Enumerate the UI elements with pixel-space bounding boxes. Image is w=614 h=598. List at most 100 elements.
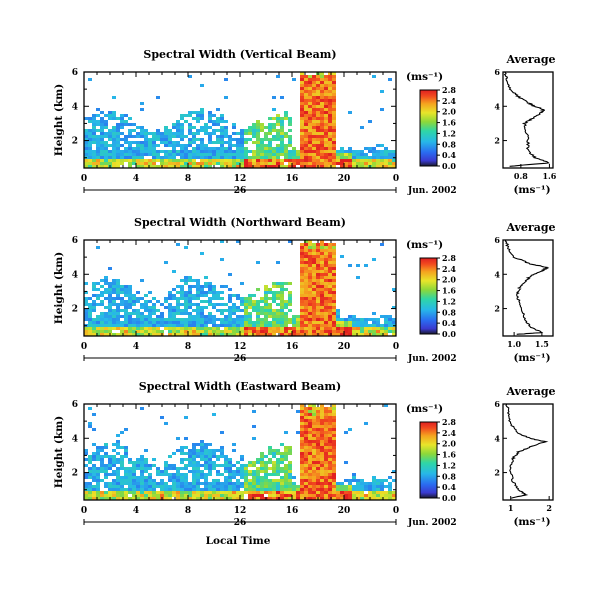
heatmap-cell	[300, 437, 304, 440]
heatmap-cell	[364, 159, 368, 162]
heatmap-cell	[176, 150, 180, 153]
heatmap-cell	[328, 419, 332, 422]
heatmap-cell	[312, 330, 316, 333]
heatmap-cell	[356, 153, 360, 156]
x-tick-label: 8	[185, 506, 191, 516]
heatmap-cell	[156, 494, 160, 497]
heatmap-cell	[308, 150, 312, 153]
heatmap-cell	[248, 126, 252, 129]
heatmap-cell	[320, 276, 324, 279]
heatmap-cell	[124, 467, 128, 470]
heatmap-cell	[212, 123, 216, 126]
panel-title: Spectral Width (Northward Beam)	[134, 216, 346, 229]
heatmap-cell	[256, 306, 260, 309]
heatmap-cell	[256, 497, 260, 500]
heatmap-cell	[244, 138, 248, 141]
heatmap-cell	[232, 150, 236, 153]
heatmap-cell	[96, 458, 100, 461]
heatmap-cell	[308, 78, 312, 81]
heatmap-cell	[384, 327, 388, 330]
heatmap-cell	[300, 288, 304, 291]
heatmap-cell	[364, 324, 368, 327]
heatmap-cell	[256, 476, 260, 479]
heatmap-cell	[124, 482, 128, 485]
heatmap-cell	[196, 297, 200, 300]
heatmap-cell	[136, 147, 140, 150]
heatmap-cell	[216, 150, 220, 153]
heatmap-cell	[164, 129, 168, 132]
heatmap-cell	[120, 285, 124, 288]
heatmap-cell	[368, 494, 372, 497]
heatmap-cell	[228, 467, 232, 470]
heatmap-cell	[276, 461, 280, 464]
heatmap-cell	[104, 470, 108, 473]
heatmap-cell	[88, 147, 92, 150]
heatmap-cell	[116, 446, 120, 449]
heatmap-cell	[104, 473, 108, 476]
heatmap-cell	[252, 333, 256, 336]
heatmap-cell	[220, 312, 224, 315]
heatmap-cell	[92, 123, 96, 126]
heatmap-cell	[332, 75, 336, 78]
heatmap-cell	[380, 162, 384, 165]
heatmap-cell	[372, 321, 376, 324]
heatmap-cell	[104, 123, 108, 126]
heatmap-cell	[176, 162, 180, 165]
heatmap-cell	[212, 488, 216, 491]
heatmap-cell	[160, 330, 164, 333]
heatmap-cell	[308, 488, 312, 491]
heatmap-cell	[164, 138, 168, 141]
heatmap-cell	[332, 473, 336, 476]
heatmap-cell	[328, 452, 332, 455]
heatmap-cell	[256, 141, 260, 144]
heatmap-cell	[184, 153, 188, 156]
colorbar-tick-label: 2.0	[442, 107, 456, 117]
heatmap-cell	[304, 261, 308, 264]
heatmap-cell	[96, 123, 100, 126]
heatmap-cell	[304, 141, 308, 144]
heatmap-cell	[140, 324, 144, 327]
heatmap-cell	[204, 165, 208, 168]
heatmap-cell	[208, 452, 212, 455]
heatmap-cell	[172, 488, 176, 491]
heatmap-cell	[208, 288, 212, 291]
heatmap-cell	[208, 126, 212, 129]
heatmap-cell	[92, 485, 96, 488]
heatmap-cell	[288, 452, 292, 455]
heatmap-cell	[316, 252, 320, 255]
heatmap-cell	[324, 141, 328, 144]
heatmap-cell	[136, 300, 140, 303]
heatmap-cell	[324, 93, 328, 96]
heatmap-cell	[316, 458, 320, 461]
heatmap-cell	[228, 156, 232, 159]
heatmap-cell	[252, 488, 256, 491]
heatmap-cell	[92, 282, 96, 285]
heatmap-cell	[148, 138, 152, 141]
heatmap-cell	[164, 300, 168, 303]
heatmap-cell	[256, 162, 260, 165]
heatmap-cell	[388, 482, 392, 485]
heatmap-cell	[312, 309, 316, 312]
heatmap-cell	[312, 464, 316, 467]
heatmap-cell	[136, 162, 140, 165]
heatmap-cell	[112, 488, 116, 491]
heatmap-cell	[332, 153, 336, 156]
heatmap-cell	[88, 470, 92, 473]
heatmap-cell	[384, 404, 388, 407]
heatmap-cell	[108, 150, 112, 153]
heatmap-cell	[264, 461, 268, 464]
heatmap-cell	[180, 129, 184, 132]
heatmap-cell	[256, 491, 260, 494]
heatmap-cell	[272, 282, 276, 285]
heatmap-cell	[280, 482, 284, 485]
heatmap-cell	[360, 479, 364, 482]
heatmap-cell	[296, 327, 300, 330]
heatmap-cell	[220, 117, 224, 120]
heatmap-cell	[240, 282, 244, 285]
heatmap-cell	[332, 452, 336, 455]
heatmap-cell	[352, 324, 356, 327]
heatmap-cell	[180, 297, 184, 300]
heatmap-cell	[312, 282, 316, 285]
heatmap-cell	[196, 156, 200, 159]
heatmap-cell	[260, 309, 264, 312]
